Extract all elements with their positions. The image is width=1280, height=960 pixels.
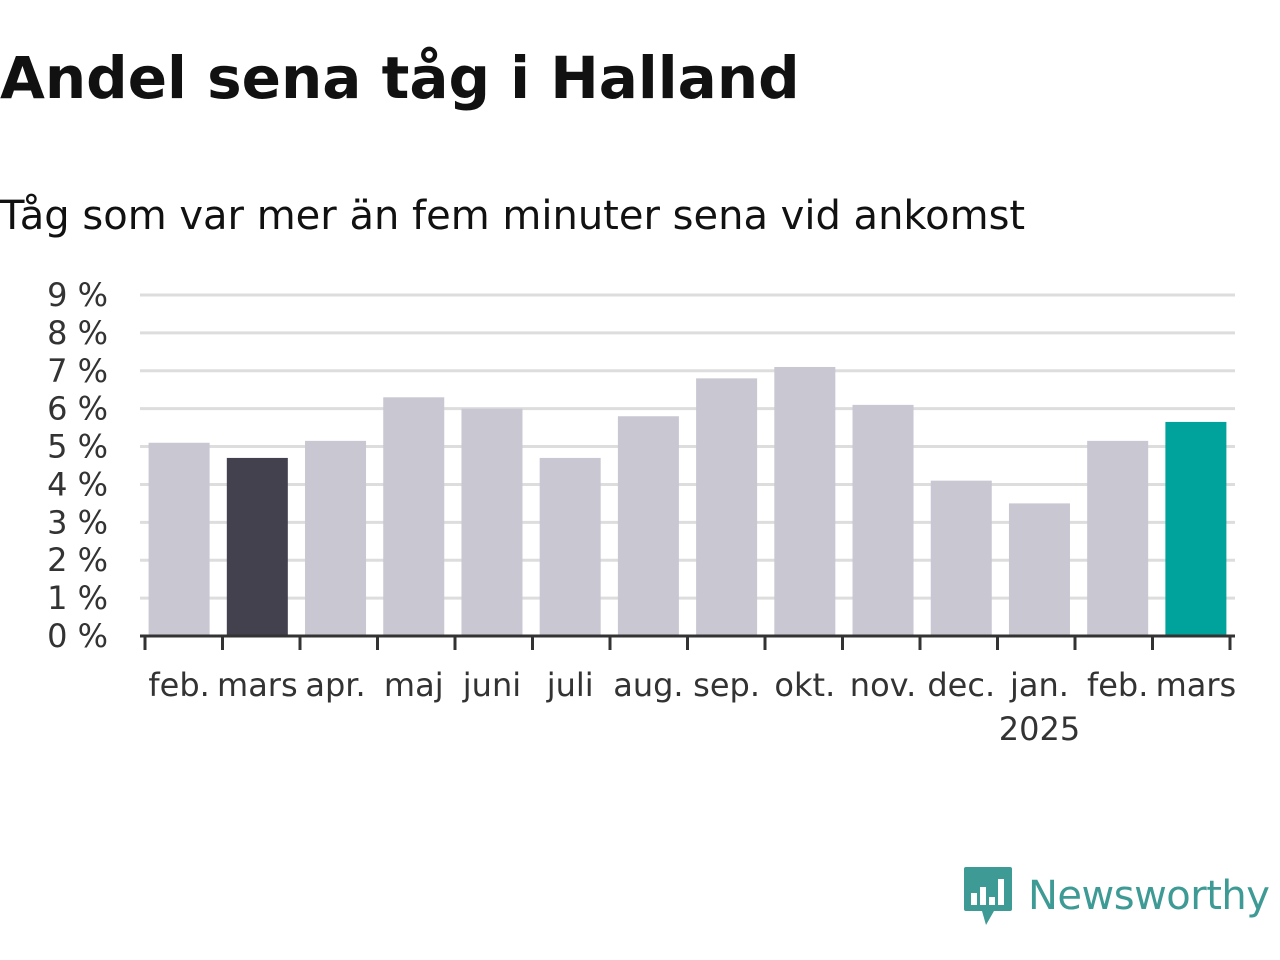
x-tick-label: nov. xyxy=(850,666,916,704)
x-axis xyxy=(140,634,1235,650)
x-tick-label: sep. xyxy=(693,666,760,704)
bar xyxy=(1008,503,1070,636)
x-tick-labels: feb. mars apr. maj juni juli aug. sep. okt. nov. d… xyxy=(148,666,1236,748)
x-year-label: 2025 xyxy=(999,710,1080,748)
bar xyxy=(305,440,367,636)
x-tick-label: aug. xyxy=(613,666,683,704)
bar-chart-speech-bubble-icon xyxy=(964,867,1012,925)
x-tick-label: feb. xyxy=(148,666,209,704)
logo-text: Newsworthy xyxy=(1028,873,1270,919)
x-tick-label: dec. xyxy=(927,666,995,704)
y-tick-labels: 0 %1 %2 %3 %4 %5 %6 %7 %8 %9 % xyxy=(47,276,108,655)
bars xyxy=(148,366,1227,636)
bar xyxy=(774,366,836,636)
grid-lines xyxy=(140,293,1235,600)
y-tick-label: 2 % xyxy=(47,541,108,579)
bar xyxy=(617,416,679,636)
x-tick-label: mars xyxy=(1156,666,1237,704)
chart-subtitle: Tåg som var mer än fem minuter sena vid … xyxy=(0,193,1026,239)
bar xyxy=(930,480,992,636)
bar xyxy=(226,457,288,636)
bar xyxy=(1087,440,1149,636)
y-tick-label: 6 % xyxy=(47,390,108,428)
x-tick-label: jan. xyxy=(1009,666,1069,704)
x-tick-label: maj xyxy=(384,666,444,704)
y-tick-label: 3 % xyxy=(47,503,108,541)
bar xyxy=(852,404,914,636)
bar xyxy=(539,457,601,636)
bar xyxy=(148,442,210,636)
x-tick-label: juli xyxy=(546,666,594,704)
y-tick-label: 8 % xyxy=(47,314,108,352)
x-tick-label: feb. xyxy=(1087,666,1148,704)
bar xyxy=(461,408,523,636)
y-tick-label: 4 % xyxy=(47,465,108,503)
y-tick-label: 1 % xyxy=(47,579,108,617)
newsworthy-logo: Newsworthy xyxy=(962,864,1270,928)
y-tick-label: 7 % xyxy=(47,352,108,390)
chart-title: Andel sena tåg i Halland xyxy=(0,44,800,112)
x-tick-label: juni xyxy=(462,666,521,704)
bar xyxy=(1165,421,1227,636)
y-tick-label: 5 % xyxy=(47,428,108,466)
x-tick-label: apr. xyxy=(305,666,365,704)
bar-chart: 0 %1 %2 %3 %4 %5 %6 %7 %8 %9 % feb. mars a… xyxy=(47,276,1236,748)
y-tick-label: 9 % xyxy=(47,276,108,314)
bar xyxy=(383,397,445,636)
bar xyxy=(696,378,758,636)
x-tick-label: mars xyxy=(217,666,298,704)
x-tick-label: okt. xyxy=(774,666,835,704)
y-tick-label: 0 % xyxy=(47,617,108,655)
